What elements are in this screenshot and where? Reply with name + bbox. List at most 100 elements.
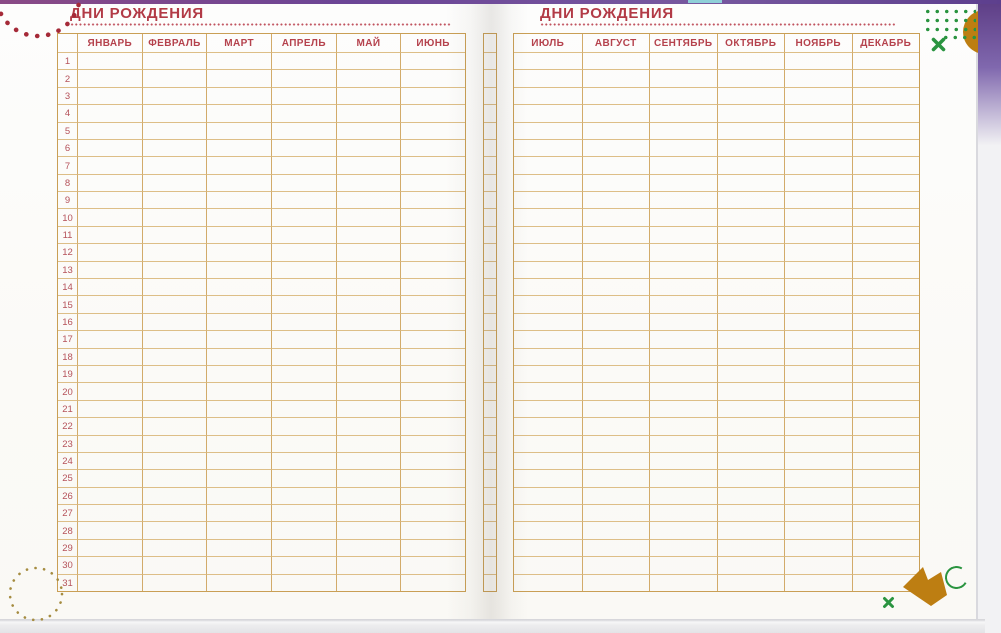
entry-cell [649,399,717,418]
gutter-cell [484,191,496,208]
page-title: ДНИ РОЖДЕНИЯ [540,5,674,22]
entry-cell [851,434,919,452]
entry-cell [141,364,207,383]
entry-cell [851,312,919,331]
entry-cell [514,156,582,173]
entry-cell [335,469,401,487]
entry-cell [206,121,271,139]
entry-cell [141,451,207,470]
entry-cell [206,451,271,470]
entry-cell [851,86,919,105]
entry-cell [206,330,271,348]
entry-cell [206,295,271,313]
entry-cell [851,156,919,174]
entry-cell [335,556,401,574]
gutter-cell [484,121,496,139]
entry-cell [514,399,582,417]
entry-cell [206,104,271,122]
entry-cell [77,173,142,192]
entry-cell [141,173,207,192]
entry-cell [141,243,207,261]
entry-cell [77,52,142,70]
entry-cell [851,104,919,122]
entry-cell [270,260,336,279]
entry-cell [514,278,582,295]
entry-cell [270,208,336,226]
entry-cell [400,347,465,365]
entry-cell [335,173,401,192]
entry-cell [784,104,852,122]
entry-cell [716,295,784,313]
month-header: НОЯБРЬ [784,34,852,52]
day-number: 24 [58,451,77,469]
gutter-cell [484,104,496,121]
entry-cell [649,521,717,539]
entry-cell [716,521,784,539]
day-number: 5 [58,121,77,139]
entry-cell [716,538,784,557]
entry-cell [270,138,336,157]
entry-cell [514,121,582,139]
entry-cell [514,521,582,538]
month-header: ДЕКАБРЬ [851,34,920,52]
entry-cell [514,225,582,243]
gutter-cell [484,156,496,173]
entry-cell [77,208,142,226]
entry-cell [400,312,465,331]
entry-cell [581,173,649,192]
entry-cell [335,243,401,261]
entry-cell [141,191,207,209]
entry-cell [514,417,582,434]
entry-cell [335,312,401,331]
entry-cell [206,382,271,400]
entry-cell [716,382,784,400]
entry-cell [581,104,649,122]
entry-cell [649,243,717,261]
entry-cell [514,434,582,452]
gold-dotted-circle-icon [8,566,64,622]
entry-cell [784,121,852,139]
day-number: 7 [58,156,77,173]
entry-cell [784,556,852,574]
entry-cell [784,399,852,418]
entry-cell [649,278,717,296]
entry-cell [141,69,207,87]
entry-cell [335,138,401,157]
day-number: 6 [58,138,77,156]
entry-cell [851,556,919,574]
day-number: 16 [58,312,77,330]
entry-cell [649,138,717,157]
entry-cell [335,121,401,139]
entry-cell [400,556,465,574]
entry-cell [784,191,852,209]
entry-cell [206,138,271,157]
entry-cell [716,121,784,139]
entry-cell [581,86,649,105]
entry-cell [716,312,784,331]
gutter-cell [484,225,496,243]
entry-cell [206,504,271,522]
entry-cell [400,469,465,487]
entry-cell [141,434,207,452]
entry-cell [270,504,336,522]
entry-cell [400,278,465,296]
entry-cell [141,521,207,539]
entry-cell [514,208,582,225]
entry-cell [514,191,582,208]
entry-cell [206,191,271,209]
green-dots-grid-icon [940,32,977,41]
entry-cell [716,434,784,452]
entry-cell [851,469,919,487]
entry-cell [716,69,784,87]
entry-cell [581,312,649,331]
entry-cell [581,521,649,539]
entry-cell [784,364,852,383]
entry-cell [581,260,649,279]
entry-cell [400,260,465,279]
entry-cell [649,417,717,435]
gutter-cell [484,278,496,295]
entry-cell [851,417,919,435]
day-number: 3 [58,86,77,104]
entry-cell [77,156,142,174]
entry-cell [649,295,717,313]
